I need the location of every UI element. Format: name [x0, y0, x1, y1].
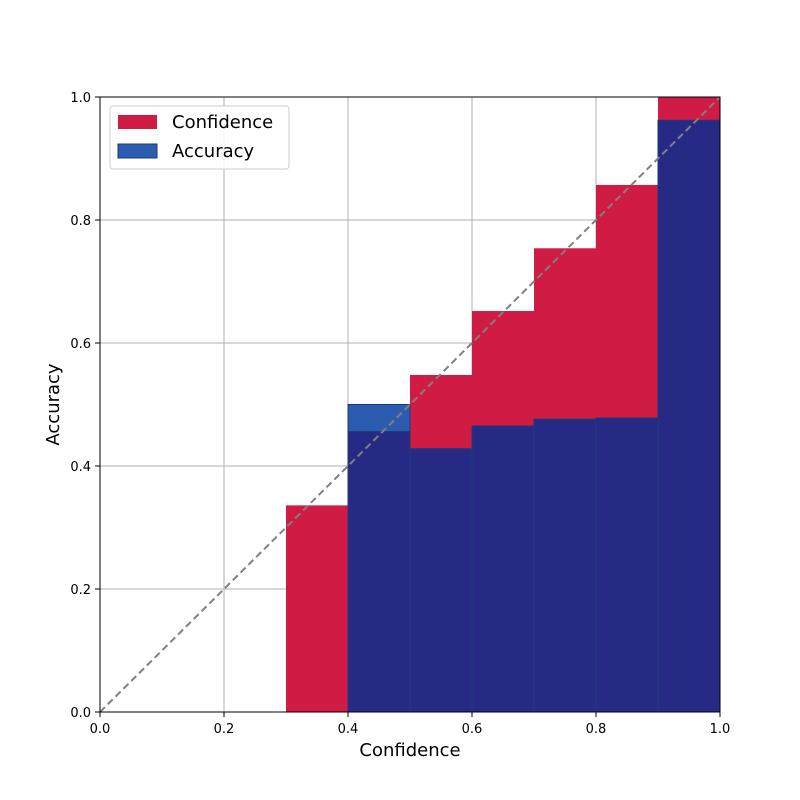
- overlap-bar: [347, 431, 411, 713]
- y-axis-label: Accuracy: [43, 363, 64, 446]
- confidence-bar: [286, 505, 348, 712]
- overlap-bar: [471, 425, 535, 713]
- overlap-bar: [657, 119, 721, 713]
- x-tick-label: 0.4: [338, 722, 359, 737]
- overlap-bar: [409, 448, 473, 713]
- legend: Confidence Accuracy: [109, 105, 290, 170]
- y-axis-ticks: 0.0 0.2 0.4 0.6 0.8 1.0: [70, 91, 100, 721]
- diagonal-line: [99, 96, 721, 713]
- y-tick-label: 0.2: [70, 583, 91, 598]
- x-tick-label: 0.8: [586, 722, 607, 737]
- y-tick-label: 1.0: [70, 91, 91, 106]
- legend-label-confidence: Confidence: [172, 112, 273, 133]
- x-tick-label: 0.2: [214, 722, 235, 737]
- legend-swatch-accuracy: [117, 143, 158, 159]
- overlap-bar: [533, 418, 597, 713]
- x-tick-label: 0.6: [462, 722, 483, 737]
- y-tick-label: 0.6: [70, 337, 91, 352]
- x-axis-label: Confidence: [359, 740, 460, 761]
- legend-label-accuracy: Accuracy: [172, 141, 255, 162]
- legend-swatch-confidence: [118, 115, 157, 129]
- x-tick-label: 1.0: [710, 722, 731, 737]
- x-tick-label: 0.0: [90, 722, 111, 737]
- overlap-bar: [595, 417, 659, 713]
- plot-frame: [99, 96, 721, 713]
- perfect-calibration-line: [99, 96, 721, 713]
- x-axis-ticks: 0.0 0.2 0.4 0.6 0.8 1.0: [90, 712, 731, 737]
- y-tick-label: 0.4: [70, 460, 91, 475]
- y-tick-label: 0.8: [70, 214, 91, 229]
- bars: [286, 97, 721, 713]
- y-tick-label: 0.0: [70, 706, 91, 721]
